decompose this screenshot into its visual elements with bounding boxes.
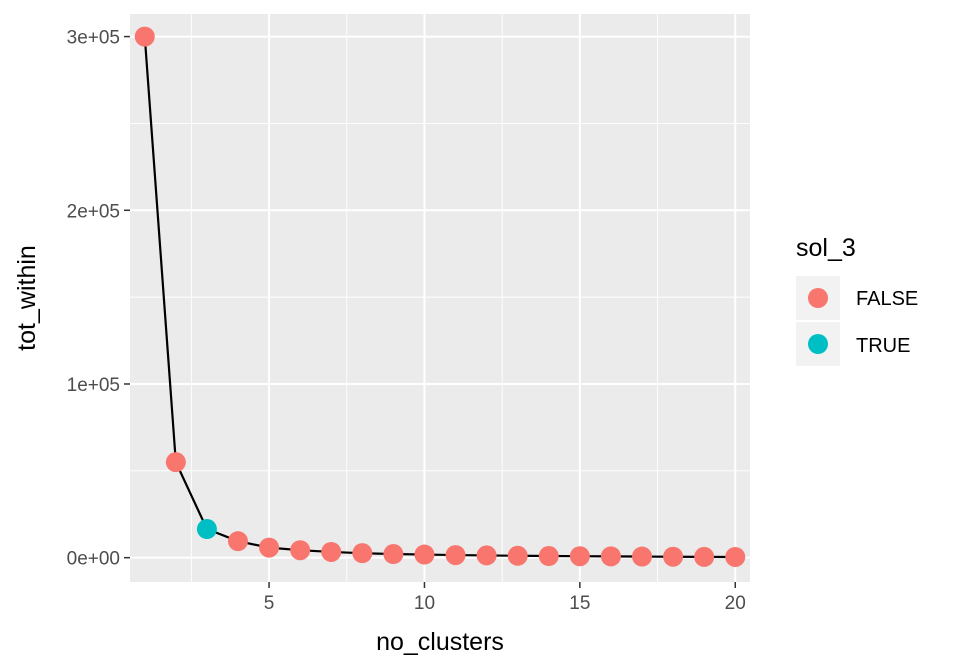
y-tick-label: 0e+00 — [67, 549, 120, 570]
x-axis: 5 10 15 20 — [264, 582, 746, 614]
data-point-5 — [259, 537, 280, 558]
data-point-13 — [507, 545, 528, 566]
x-tick-label: 10 — [414, 593, 435, 614]
data-points — [134, 26, 746, 567]
y-axis-title: tot_within — [13, 245, 41, 351]
data-point-20 — [725, 546, 746, 567]
data-point-4 — [227, 531, 248, 552]
plot-panel — [130, 14, 750, 582]
data-point-14 — [538, 546, 559, 567]
data-point-12 — [476, 545, 497, 566]
data-point-1 — [134, 26, 155, 47]
legend-label-true: TRUE — [856, 335, 910, 357]
data-point-15 — [569, 546, 590, 567]
data-point-6 — [290, 540, 311, 561]
data-point-10 — [414, 544, 435, 565]
x-tick-label: 5 — [264, 593, 275, 614]
y-axis: 0e+00 1e+05 2e+05 3e+05 — [67, 28, 130, 570]
y-tick-label: 2e+05 — [67, 201, 120, 222]
data-point-9 — [383, 544, 404, 565]
legend-label-false: FALSE — [856, 288, 918, 310]
legend: sol_3 FALSE TRUE — [796, 234, 918, 366]
legend-entry-true: TRUE — [796, 322, 910, 366]
x-tick-label: 20 — [725, 593, 746, 614]
data-point-2 — [165, 452, 186, 473]
data-point-18 — [663, 546, 684, 567]
x-axis-title: no_clusters — [376, 628, 504, 656]
data-point-8 — [352, 543, 373, 564]
x-tick-label: 15 — [569, 593, 590, 614]
data-point-17 — [632, 546, 653, 567]
data-point-11 — [445, 545, 466, 566]
data-point-3 — [196, 519, 217, 540]
data-point-7 — [321, 541, 342, 562]
grid-major — [130, 14, 750, 582]
data-point-19 — [694, 546, 715, 567]
legend-marker-true — [808, 334, 828, 354]
legend-title: sol_3 — [796, 234, 856, 262]
legend-marker-false — [808, 288, 828, 308]
y-tick-label: 3e+05 — [67, 28, 120, 49]
legend-entry-false: FALSE — [796, 276, 918, 320]
data-point-16 — [600, 546, 621, 567]
y-tick-label: 1e+05 — [67, 375, 120, 396]
grid-minor — [130, 14, 750, 582]
